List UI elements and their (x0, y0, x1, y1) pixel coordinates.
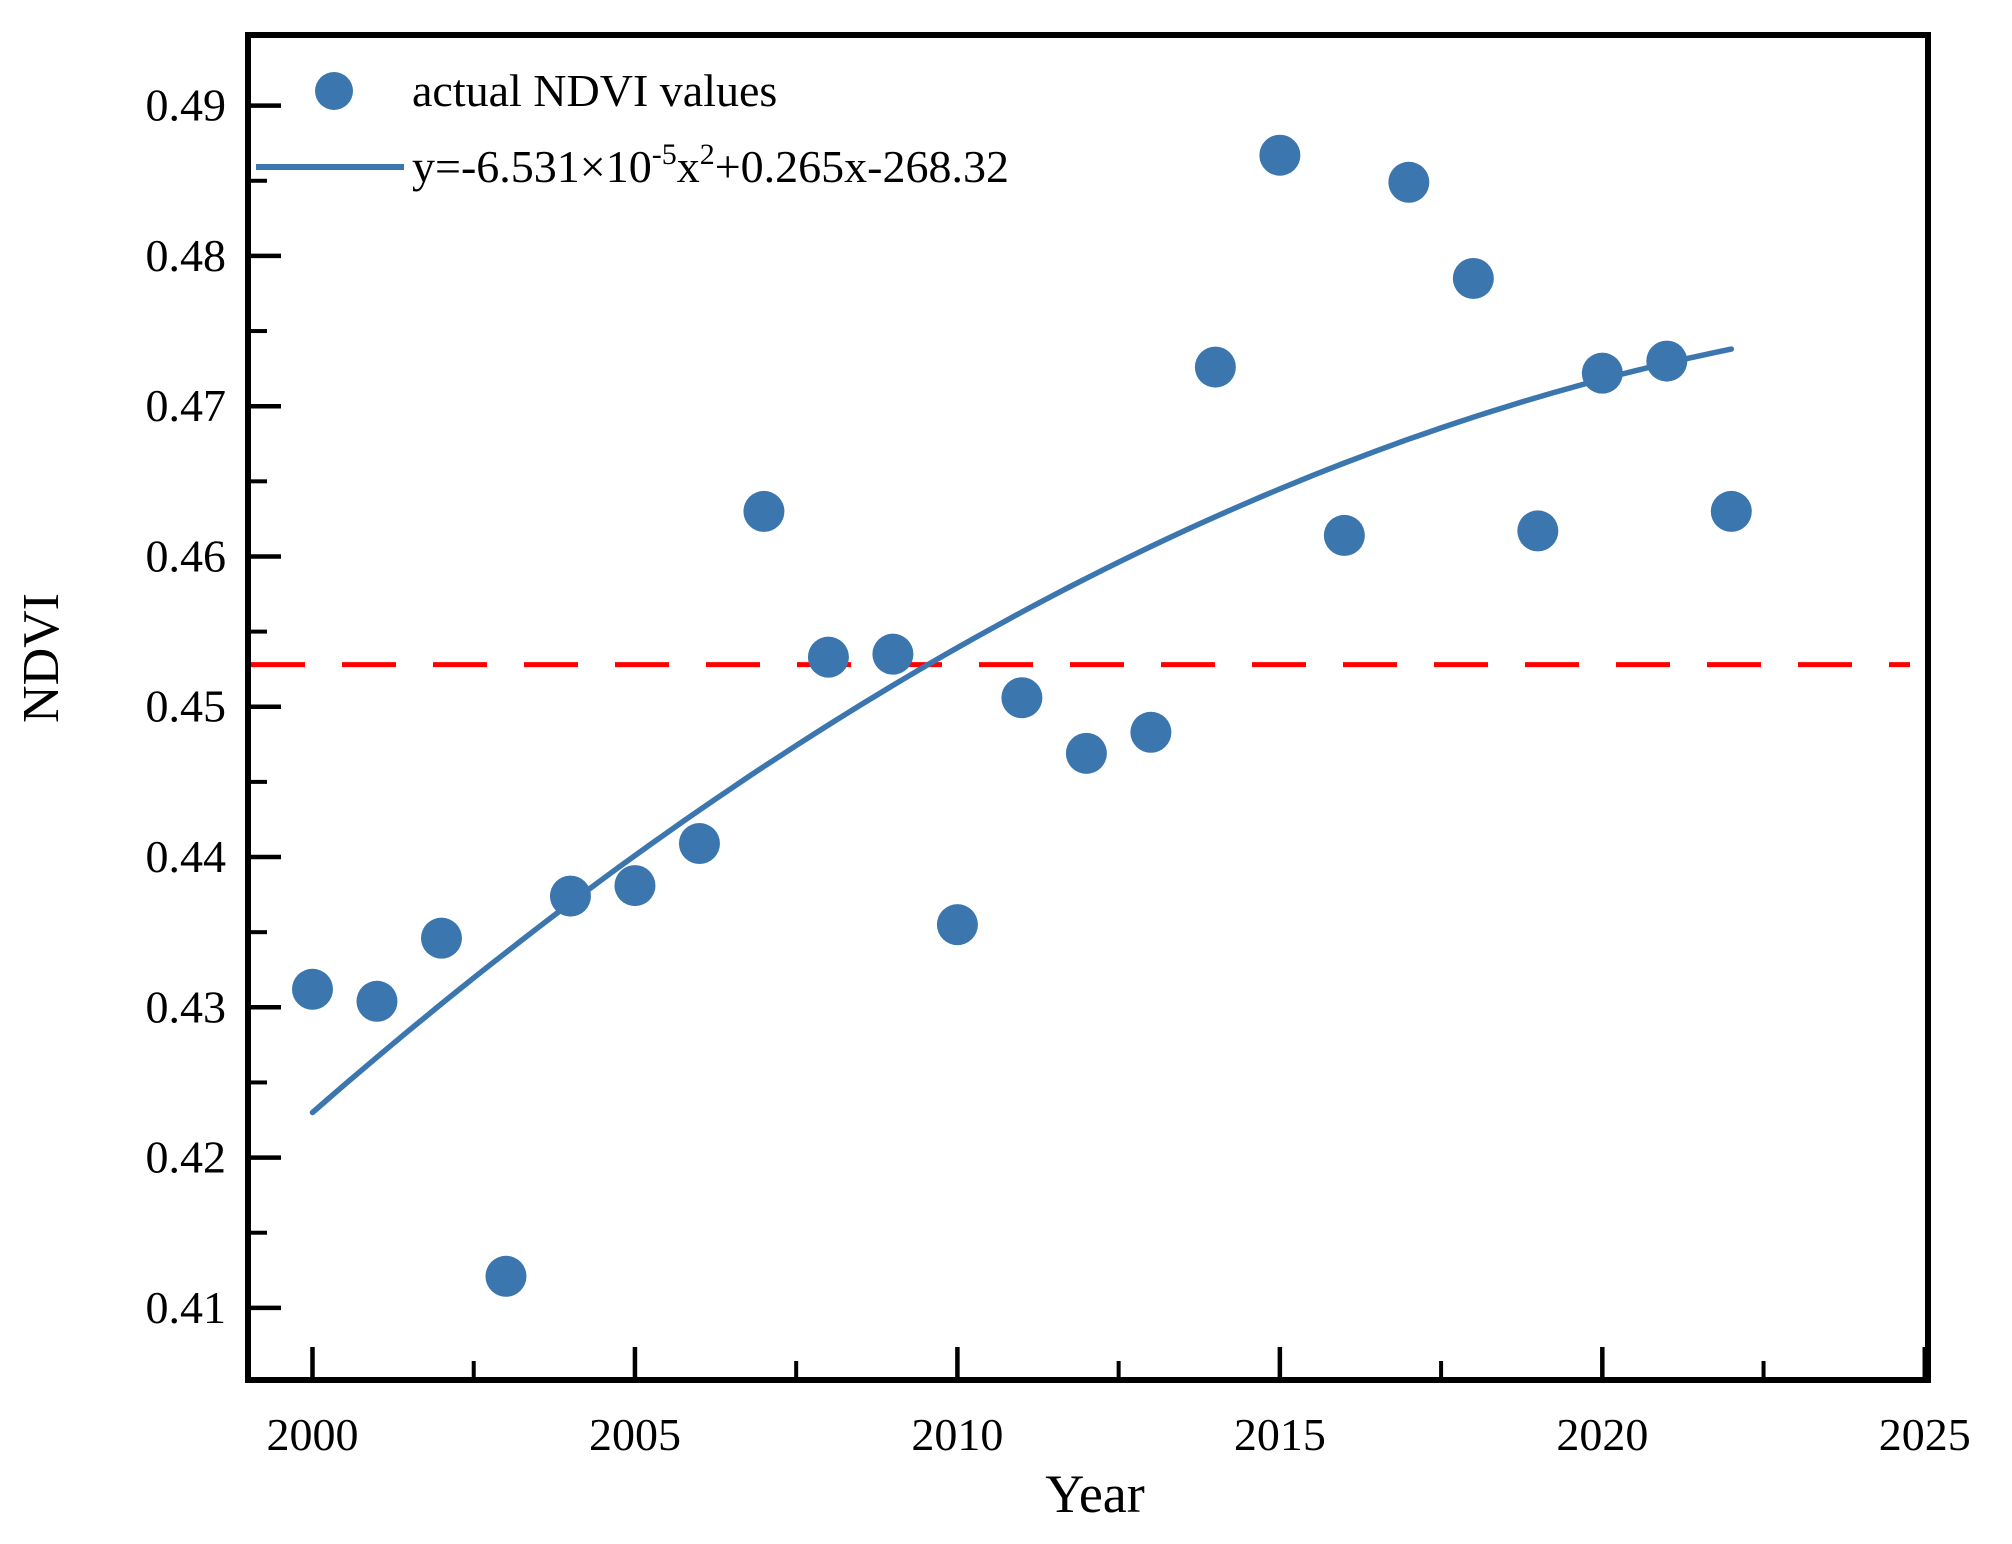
legend-equation-label: y=-6.531×10-5x2+0.265x-268.32 (412, 138, 1009, 192)
y-tick-label: 0.44 (146, 831, 227, 882)
x-tick-label: 2025 (1879, 1409, 1971, 1460)
trend-curve (309, 346, 1735, 1116)
data-point-2019 (1517, 510, 1559, 552)
data-point-2011 (1001, 677, 1043, 719)
data-point-2015 (1259, 134, 1301, 176)
y-tick-label: 0.46 (146, 530, 227, 581)
data-point-2016 (1323, 514, 1365, 556)
y-tick-label: 0.42 (146, 1132, 227, 1183)
data-point-2001 (356, 980, 398, 1022)
data-point-2007 (743, 490, 785, 532)
scatter-points-group (291, 134, 1752, 1297)
y-tick-label: 0.49 (146, 80, 227, 131)
data-point-2014 (1194, 346, 1236, 388)
x-tick-label: 2010 (911, 1409, 1003, 1460)
data-point-2017 (1388, 161, 1430, 203)
data-point-2013 (1130, 711, 1172, 753)
data-point-2005 (614, 865, 656, 907)
data-point-2012 (1065, 732, 1107, 774)
data-point-2010 (936, 904, 978, 946)
data-point-2006 (678, 823, 720, 865)
x-axis-ticks: 2000 2005 2010 2015 2020 2025 (266, 1347, 1971, 1460)
legend-marker-icon (315, 72, 353, 110)
data-point-2004 (549, 875, 591, 917)
y-tick-label: 0.47 (146, 380, 227, 431)
data-point-2002 (420, 917, 462, 959)
x-tick-label: 2015 (1234, 1409, 1326, 1460)
x-tick-label: 2000 (266, 1409, 358, 1460)
y-tick-label: 0.45 (146, 681, 227, 732)
y-tick-label: 0.48 (146, 230, 227, 281)
data-point-2022 (1710, 490, 1752, 532)
x-tick-label: 2005 (589, 1409, 681, 1460)
legend: actual NDVI values y=-6.531×10-5x2+0.265… (256, 65, 1009, 192)
x-tick-label: 2020 (1556, 1409, 1648, 1460)
plot-frame (245, 32, 1931, 1383)
data-point-2000 (291, 968, 333, 1010)
trend-curve-group (309, 346, 1735, 1116)
data-point-2021 (1646, 340, 1688, 382)
data-point-2009 (872, 633, 914, 675)
data-point-2018 (1452, 257, 1494, 299)
y-tick-label: 0.41 (146, 1282, 227, 1333)
y-axis-ticks: 0.41 0.42 0.43 0.44 0.45 0.46 0.47 0.48 0.49 (146, 80, 281, 1333)
data-point-2003 (485, 1255, 527, 1297)
data-point-2008 (807, 636, 849, 678)
y-axis-title: NDVI (13, 593, 70, 723)
y-tick-label: 0.43 (146, 981, 227, 1032)
data-point-2020 (1581, 352, 1623, 394)
legend-series-label: actual NDVI values (412, 65, 777, 116)
x-axis-title: Year (1045, 1464, 1145, 1524)
